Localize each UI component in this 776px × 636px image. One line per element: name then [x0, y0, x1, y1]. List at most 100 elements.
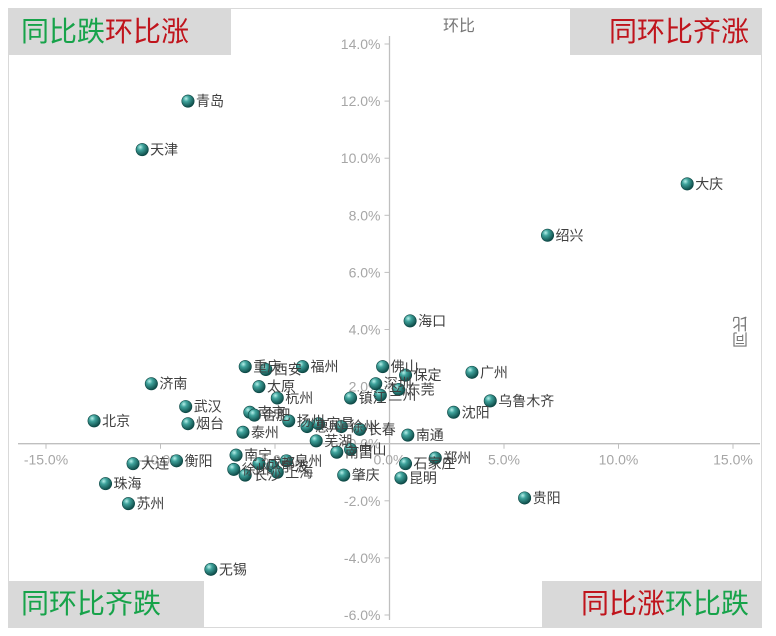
point-label: 杭州 [285, 391, 313, 407]
point-label: 贵阳 [533, 491, 561, 507]
marker [399, 368, 413, 382]
marker [312, 417, 326, 431]
point-label: 深圳 [384, 377, 412, 393]
quadrant-bottom-right-part1: 同比涨 [580, 587, 665, 620]
point-label: 长沙 [253, 468, 281, 484]
point-label: 泉州 [294, 453, 322, 470]
point-label: 镇江 [359, 391, 387, 407]
marker [541, 228, 555, 242]
marker [337, 468, 351, 482]
y-tick-label: 8.0% [349, 207, 381, 223]
marker [401, 428, 415, 442]
marker [394, 471, 408, 485]
point-label: 惠州 [315, 420, 343, 436]
y-tick-label: 12.0% [341, 93, 381, 109]
marker [236, 425, 250, 439]
marker [518, 491, 532, 505]
y-tick-label: 10.0% [341, 150, 381, 166]
point-label: 乌鲁木齐 [498, 394, 554, 410]
quadrant-bottom-right-part2: 环比跌 [664, 587, 749, 620]
marker [135, 143, 149, 157]
point-label: 芜湖 [324, 433, 352, 450]
point-label: 保定 [414, 368, 442, 384]
point-label: 青岛 [196, 94, 224, 110]
point-label: 天津 [150, 143, 178, 159]
point-label: 珠海 [114, 477, 142, 493]
marker [99, 477, 113, 491]
y-tick-label: 6.0% [349, 264, 381, 280]
point-label: 西安 [274, 362, 302, 378]
point-label: 海口 [418, 314, 446, 330]
point-label: 大庆 [695, 177, 723, 193]
marker [334, 420, 348, 434]
point-label: 兰州 [388, 388, 416, 404]
x-axis-title: 同比 [732, 316, 751, 348]
point-label: 绍兴 [556, 228, 584, 244]
marker [238, 360, 252, 374]
point-label: 合肥 [262, 408, 290, 424]
point-label: 东莞 [407, 382, 435, 398]
marker [252, 380, 266, 394]
marker [353, 422, 367, 436]
marker [447, 405, 461, 419]
marker [170, 454, 184, 468]
point-label: 宜昌 [327, 417, 355, 433]
point-label: 福州 [310, 360, 338, 376]
marker [126, 457, 140, 471]
marker [680, 177, 694, 191]
marker [238, 468, 252, 482]
point-label: 南宁 [244, 447, 272, 464]
marker [330, 445, 344, 459]
y-tick-label: -4.0% [344, 550, 381, 566]
marker [181, 94, 195, 108]
y-tick-label: 14.0% [341, 36, 381, 52]
point-label: 武汉 [194, 400, 222, 416]
marker [279, 454, 293, 468]
marker [369, 377, 383, 391]
x-tick-label: 5.0% [488, 452, 520, 468]
point-label: 长春 [368, 422, 396, 438]
marker [87, 414, 101, 428]
point-label: 无锡 [219, 562, 247, 578]
quadrant-top-right-text: 同环比齐涨 [608, 15, 749, 48]
point-label: 泰州 [251, 425, 279, 441]
marker [428, 451, 442, 465]
point-label: 南通 [416, 428, 444, 444]
marker [373, 388, 387, 402]
x-tick-label: -15.0% [24, 452, 68, 468]
point-label: 昆明 [409, 471, 437, 487]
marker [259, 362, 273, 376]
quadrant-bottom-left-text: 同环比齐跌 [21, 587, 162, 620]
point-label: 徐州 [349, 420, 377, 436]
quadrant-top-left-part1: 同比跌 [21, 15, 106, 48]
point-label: 衡阳 [185, 454, 213, 470]
point-label: 苏州 [136, 497, 164, 513]
point-label: 肇庆 [352, 468, 380, 484]
markers [87, 94, 694, 576]
marker [403, 314, 417, 328]
point-label: 重庆 [253, 360, 281, 376]
marker [270, 465, 284, 479]
point-label: 太原 [267, 380, 295, 396]
quadrant-bottom-right: 同比涨 环比跌 [542, 581, 761, 627]
marker [483, 394, 497, 408]
point-label: 烟台 [196, 417, 224, 433]
chart-frame [8, 8, 762, 628]
marker [179, 400, 193, 414]
marker [392, 382, 406, 396]
point-label: 成都 [267, 457, 295, 473]
point-label: 济南 [159, 377, 187, 393]
marker [309, 434, 323, 448]
point-label: 上海 [285, 465, 313, 481]
point-label: 郑州 [443, 451, 471, 467]
quadrant-top-right: 同环比齐涨 [570, 9, 761, 55]
marker [344, 391, 358, 405]
point-label: 扬州 [297, 414, 325, 430]
marker [181, 417, 195, 431]
marker [204, 562, 218, 576]
marker [344, 442, 358, 456]
x-tick-label: 0.0% [374, 452, 406, 468]
tick-labels: -15.0% -10.0% -5.0% 0.0% 5.0% 10.0% 15.0%-6.0%… [24, 36, 753, 623]
point-label: 佛山 [391, 360, 419, 376]
